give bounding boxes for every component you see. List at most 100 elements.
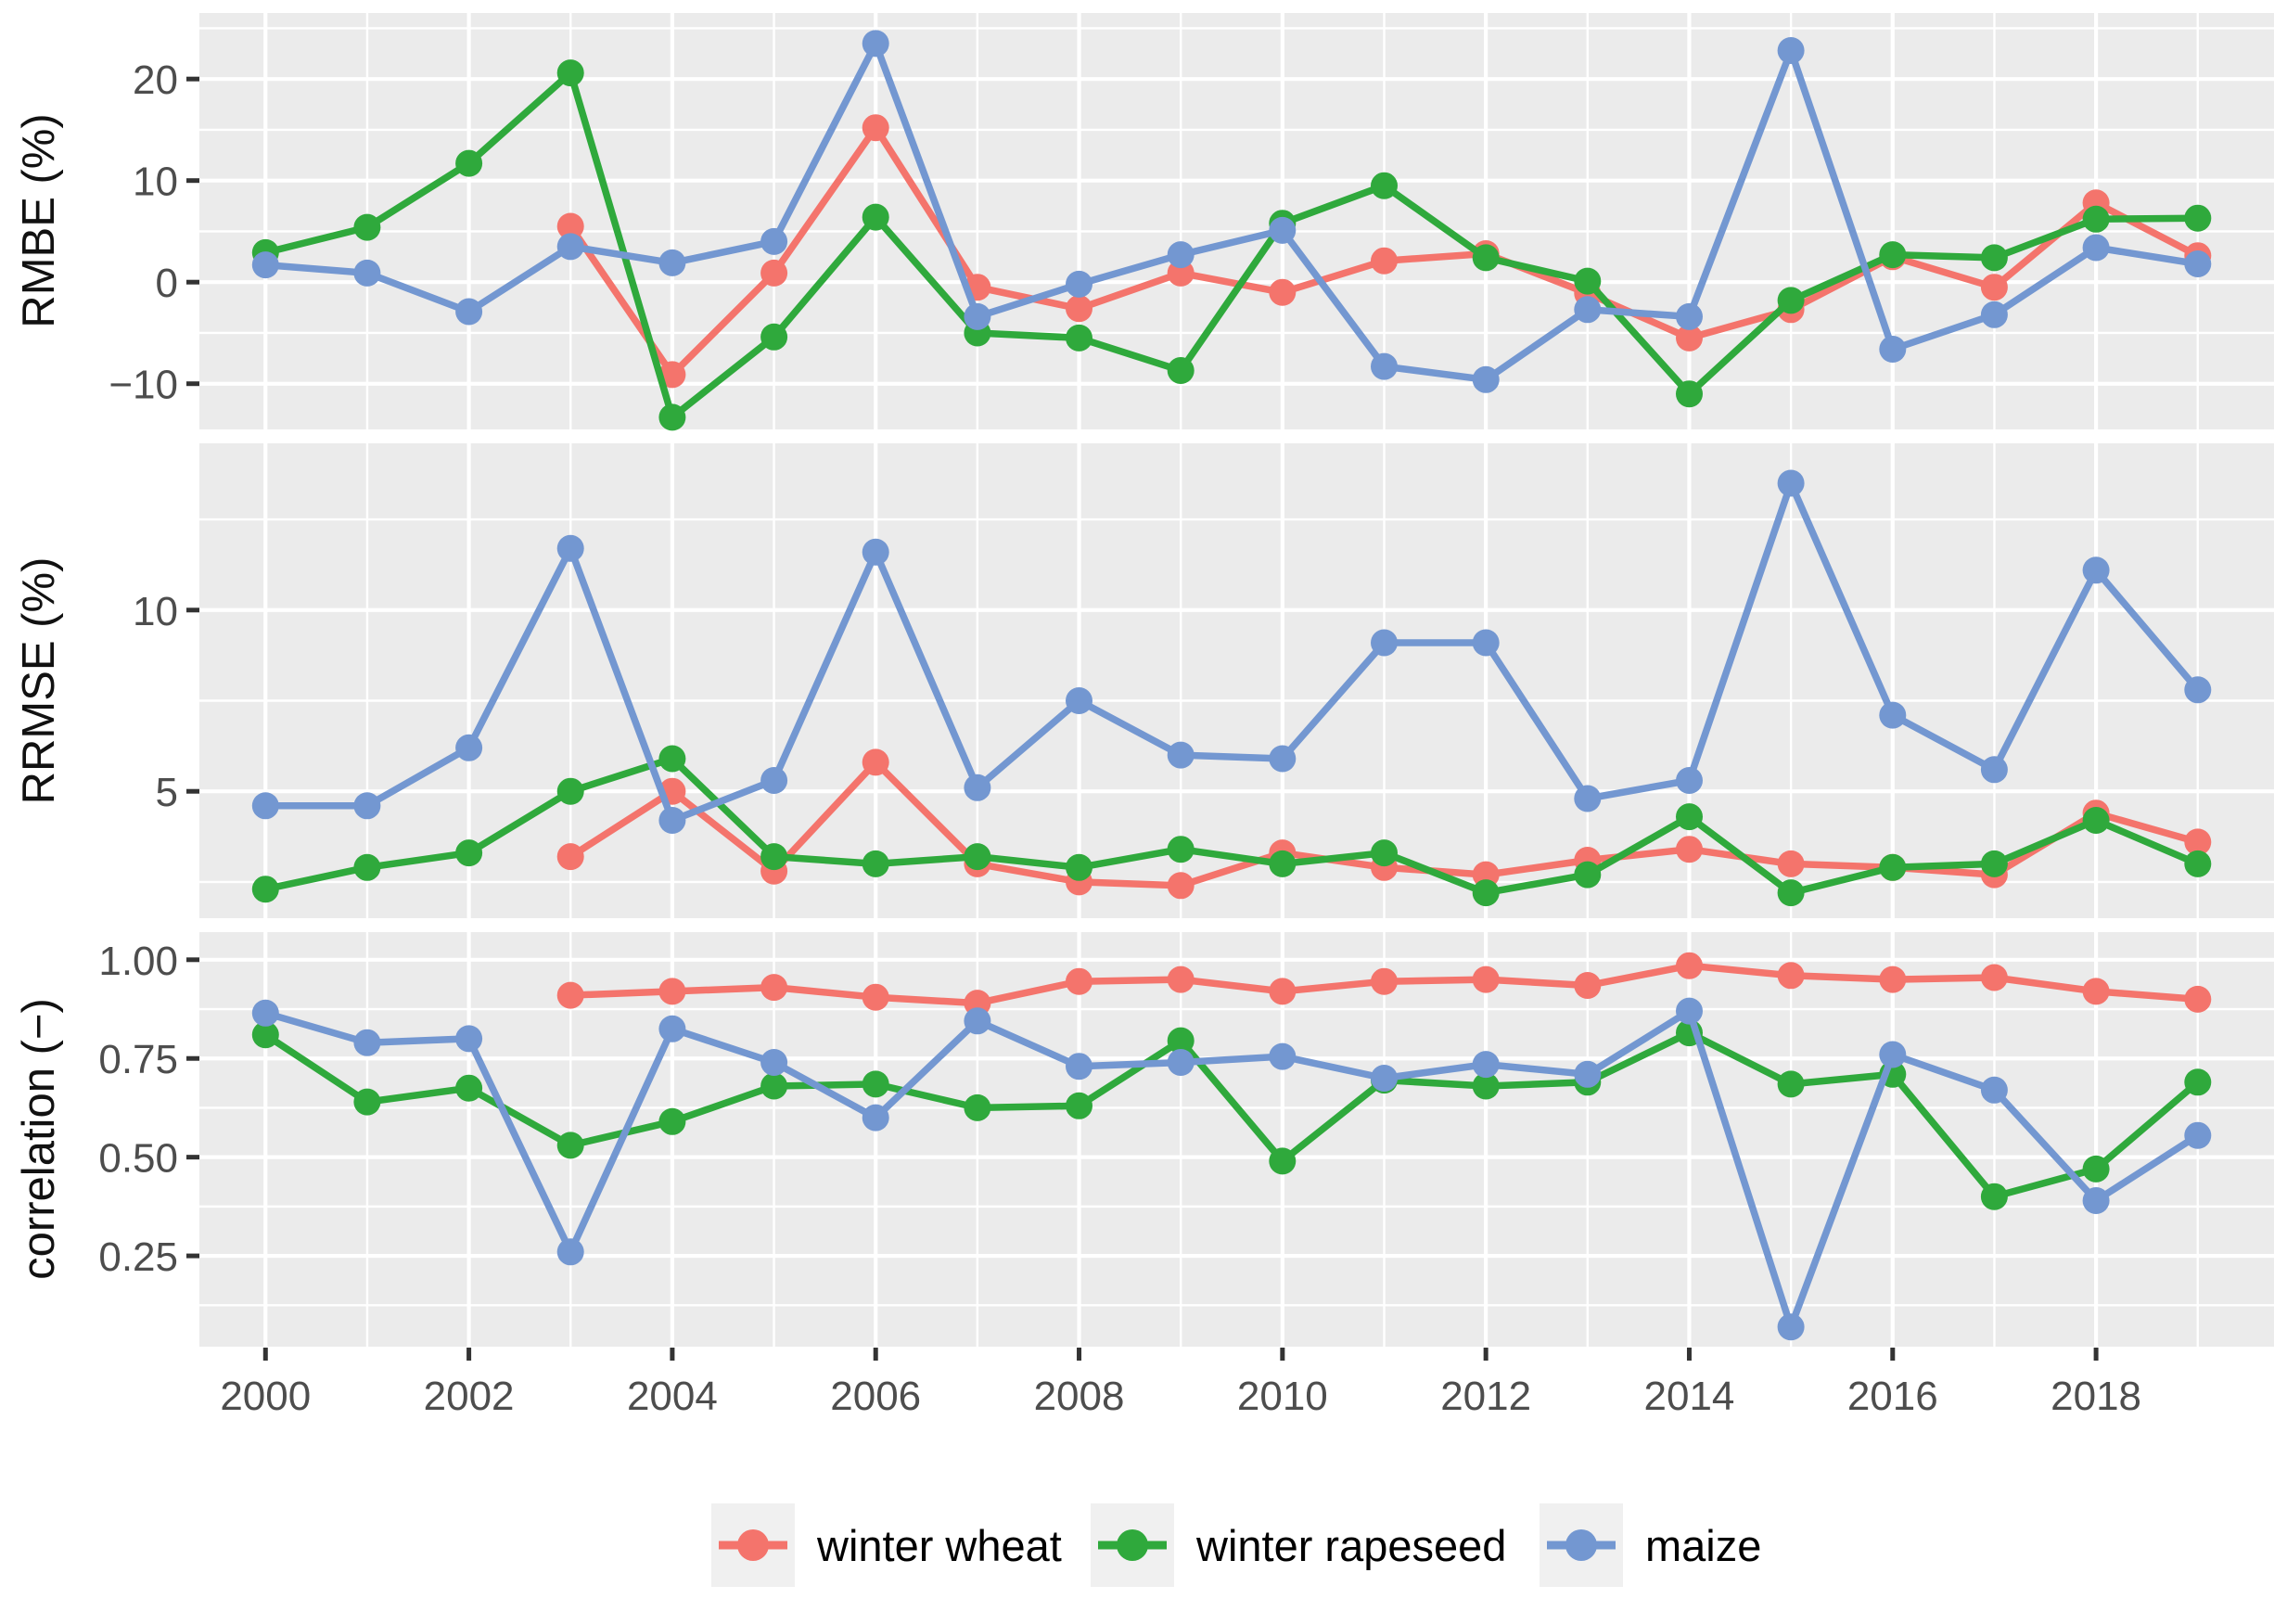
- data-point-winter-rapeseed-2015: [1777, 879, 1805, 907]
- data-point-maize-2010: [1269, 745, 1297, 773]
- data-point-maize-2001: [353, 1029, 381, 1056]
- data-point-winter-wheat-2003: [556, 843, 584, 871]
- legend-label: winter rapeseed: [1195, 1521, 1506, 1570]
- data-point-winter-rapeseed-2019: [2184, 1068, 2212, 1096]
- data-point-winter-rapeseed-2003: [556, 59, 584, 87]
- data-point-maize-2009: [1167, 1049, 1195, 1076]
- legend-point-swatch: [737, 1529, 769, 1561]
- data-point-winter-rapeseed-2017: [1980, 850, 2008, 877]
- legend-point-swatch: [1565, 1529, 1597, 1561]
- data-point-winter-rapeseed-2002: [455, 1074, 483, 1102]
- data-point-winter-wheat-2005: [760, 259, 788, 287]
- data-point-winter-rapeseed-2004: [658, 745, 686, 773]
- series-line-winter-rapeseed: [262, 1029, 2202, 1200]
- x-tick-label: 2006: [830, 1374, 921, 1419]
- data-point-winter-rapeseed-2004: [658, 1107, 686, 1135]
- data-point-maize-2006: [862, 30, 889, 58]
- data-point-winter-rapeseed-2006: [862, 1070, 889, 1098]
- data-point-maize-2012: [1472, 629, 1500, 657]
- data-point-maize-2006: [862, 538, 889, 566]
- data-point-maize-2015: [1777, 1313, 1805, 1341]
- data-point-maize-2013: [1574, 296, 1602, 324]
- data-point-winter-rapeseed-2003: [556, 777, 584, 805]
- data-point-maize-2000: [251, 251, 279, 279]
- y-tick-label: 0.50: [98, 1136, 178, 1182]
- data-point-winter-rapeseed-2019: [2184, 850, 2212, 877]
- data-point-maize-2001: [353, 792, 381, 820]
- series-line-maize: [262, 480, 2202, 825]
- data-point-winter-rapeseed-2011: [1371, 839, 1398, 867]
- data-point-winter-rapeseed-2018: [2082, 807, 2110, 834]
- data-point-winter-wheat-2003: [556, 981, 584, 1009]
- data-point-winter-rapeseed-2018: [2082, 1155, 2110, 1183]
- data-point-winter-wheat-2009: [1167, 965, 1195, 993]
- data-point-winter-rapeseed-2009: [1167, 357, 1195, 384]
- data-point-maize-2000: [251, 999, 279, 1027]
- data-point-winter-rapeseed-2016: [1879, 853, 1907, 881]
- data-point-winter-wheat-2017: [1980, 274, 2008, 301]
- data-point-winter-rapeseed-2002: [455, 839, 483, 867]
- data-point-winter-rapeseed-2010: [1269, 1147, 1297, 1175]
- data-point-maize-2002: [455, 1025, 483, 1053]
- data-point-maize-2002: [455, 734, 483, 761]
- data-point-maize-2014: [1676, 767, 1703, 794]
- data-point-maize-2016: [1879, 701, 1907, 729]
- data-point-maize-2003: [556, 233, 584, 261]
- panel-middle: 10 5: [133, 443, 2274, 918]
- y-axis-title-rmbe: RMBE (%): [14, 113, 64, 327]
- data-point-maize-2005: [760, 227, 788, 255]
- legend-point-swatch: [1117, 1529, 1148, 1561]
- data-point-winter-wheat-2014: [1676, 324, 1703, 352]
- y-tick-label: 1.00: [98, 939, 178, 984]
- data-point-winter-wheat-2006: [862, 114, 889, 142]
- data-point-maize-2015: [1777, 37, 1805, 64]
- x-axis: 2000 2002 2004 2006 2008 2010 2012 2014 2016 2018: [220, 1348, 2141, 1419]
- data-point-maize-2018: [2082, 1187, 2110, 1214]
- data-point-winter-rapeseed-2013: [1574, 861, 1602, 889]
- data-point-winter-wheat-2005: [760, 974, 788, 1002]
- data-point-winter-rapeseed-2008: [1066, 853, 1092, 881]
- data-point-maize-2004: [658, 807, 686, 834]
- data-point-winter-rapeseed-2008: [1066, 324, 1092, 352]
- data-point-winter-rapeseed-2019: [2184, 204, 2212, 232]
- legend: winter wheat winter rapeseed maize: [711, 1503, 1761, 1587]
- data-point-maize-2017: [1980, 756, 2008, 784]
- data-point-winter-rapeseed-2007: [964, 1093, 991, 1121]
- data-point-maize-2016: [1879, 1041, 1907, 1068]
- data-point-winter-wheat-2015: [1777, 962, 1805, 990]
- x-tick-label: 2010: [1237, 1374, 1328, 1419]
- x-tick-label: 2018: [2051, 1374, 2141, 1419]
- y-tick-label: 10: [133, 589, 178, 634]
- data-point-maize-2009: [1167, 741, 1195, 769]
- data-point-maize-2011: [1371, 352, 1398, 380]
- data-point-winter-wheat-2012: [1472, 965, 1500, 993]
- data-point-winter-rapeseed-2006: [862, 203, 889, 231]
- data-point-maize-2016: [1879, 336, 1907, 363]
- data-point-maize-2007: [964, 774, 991, 801]
- panel-background: [199, 932, 2274, 1347]
- panel-top: 20 10 0 −10: [109, 13, 2274, 431]
- data-point-winter-wheat-2014: [1676, 836, 1703, 863]
- data-point-winter-wheat-2006: [862, 983, 889, 1011]
- data-point-maize-2011: [1371, 1065, 1398, 1092]
- data-point-winter-rapeseed-2012: [1472, 879, 1500, 907]
- data-point-maize-2013: [1574, 785, 1602, 812]
- data-point-winter-rapeseed-2012: [1472, 1072, 1500, 1100]
- data-point-maize-2019: [2184, 1121, 2212, 1149]
- data-point-winter-wheat-2006: [862, 748, 889, 776]
- data-point-maize-2003: [556, 534, 584, 562]
- data-point-maize-2004: [658, 1015, 686, 1042]
- data-point-maize-2014: [1676, 302, 1703, 330]
- data-point-winter-wheat-2016: [1879, 965, 1907, 993]
- data-point-winter-wheat-2011: [1371, 967, 1398, 995]
- data-point-maize-2013: [1574, 1060, 1602, 1088]
- data-point-winter-rapeseed-2015: [1777, 1070, 1805, 1098]
- data-point-winter-wheat-2018: [2082, 978, 2110, 1005]
- data-point-winter-rapeseed-2005: [760, 1072, 788, 1100]
- data-point-winter-rapeseed-2007: [964, 843, 991, 871]
- data-point-maize-2008: [1066, 270, 1092, 298]
- data-point-maize-2015: [1777, 469, 1805, 497]
- data-point-maize-2019: [2184, 250, 2212, 277]
- data-point-winter-rapeseed-2018: [2082, 205, 2110, 233]
